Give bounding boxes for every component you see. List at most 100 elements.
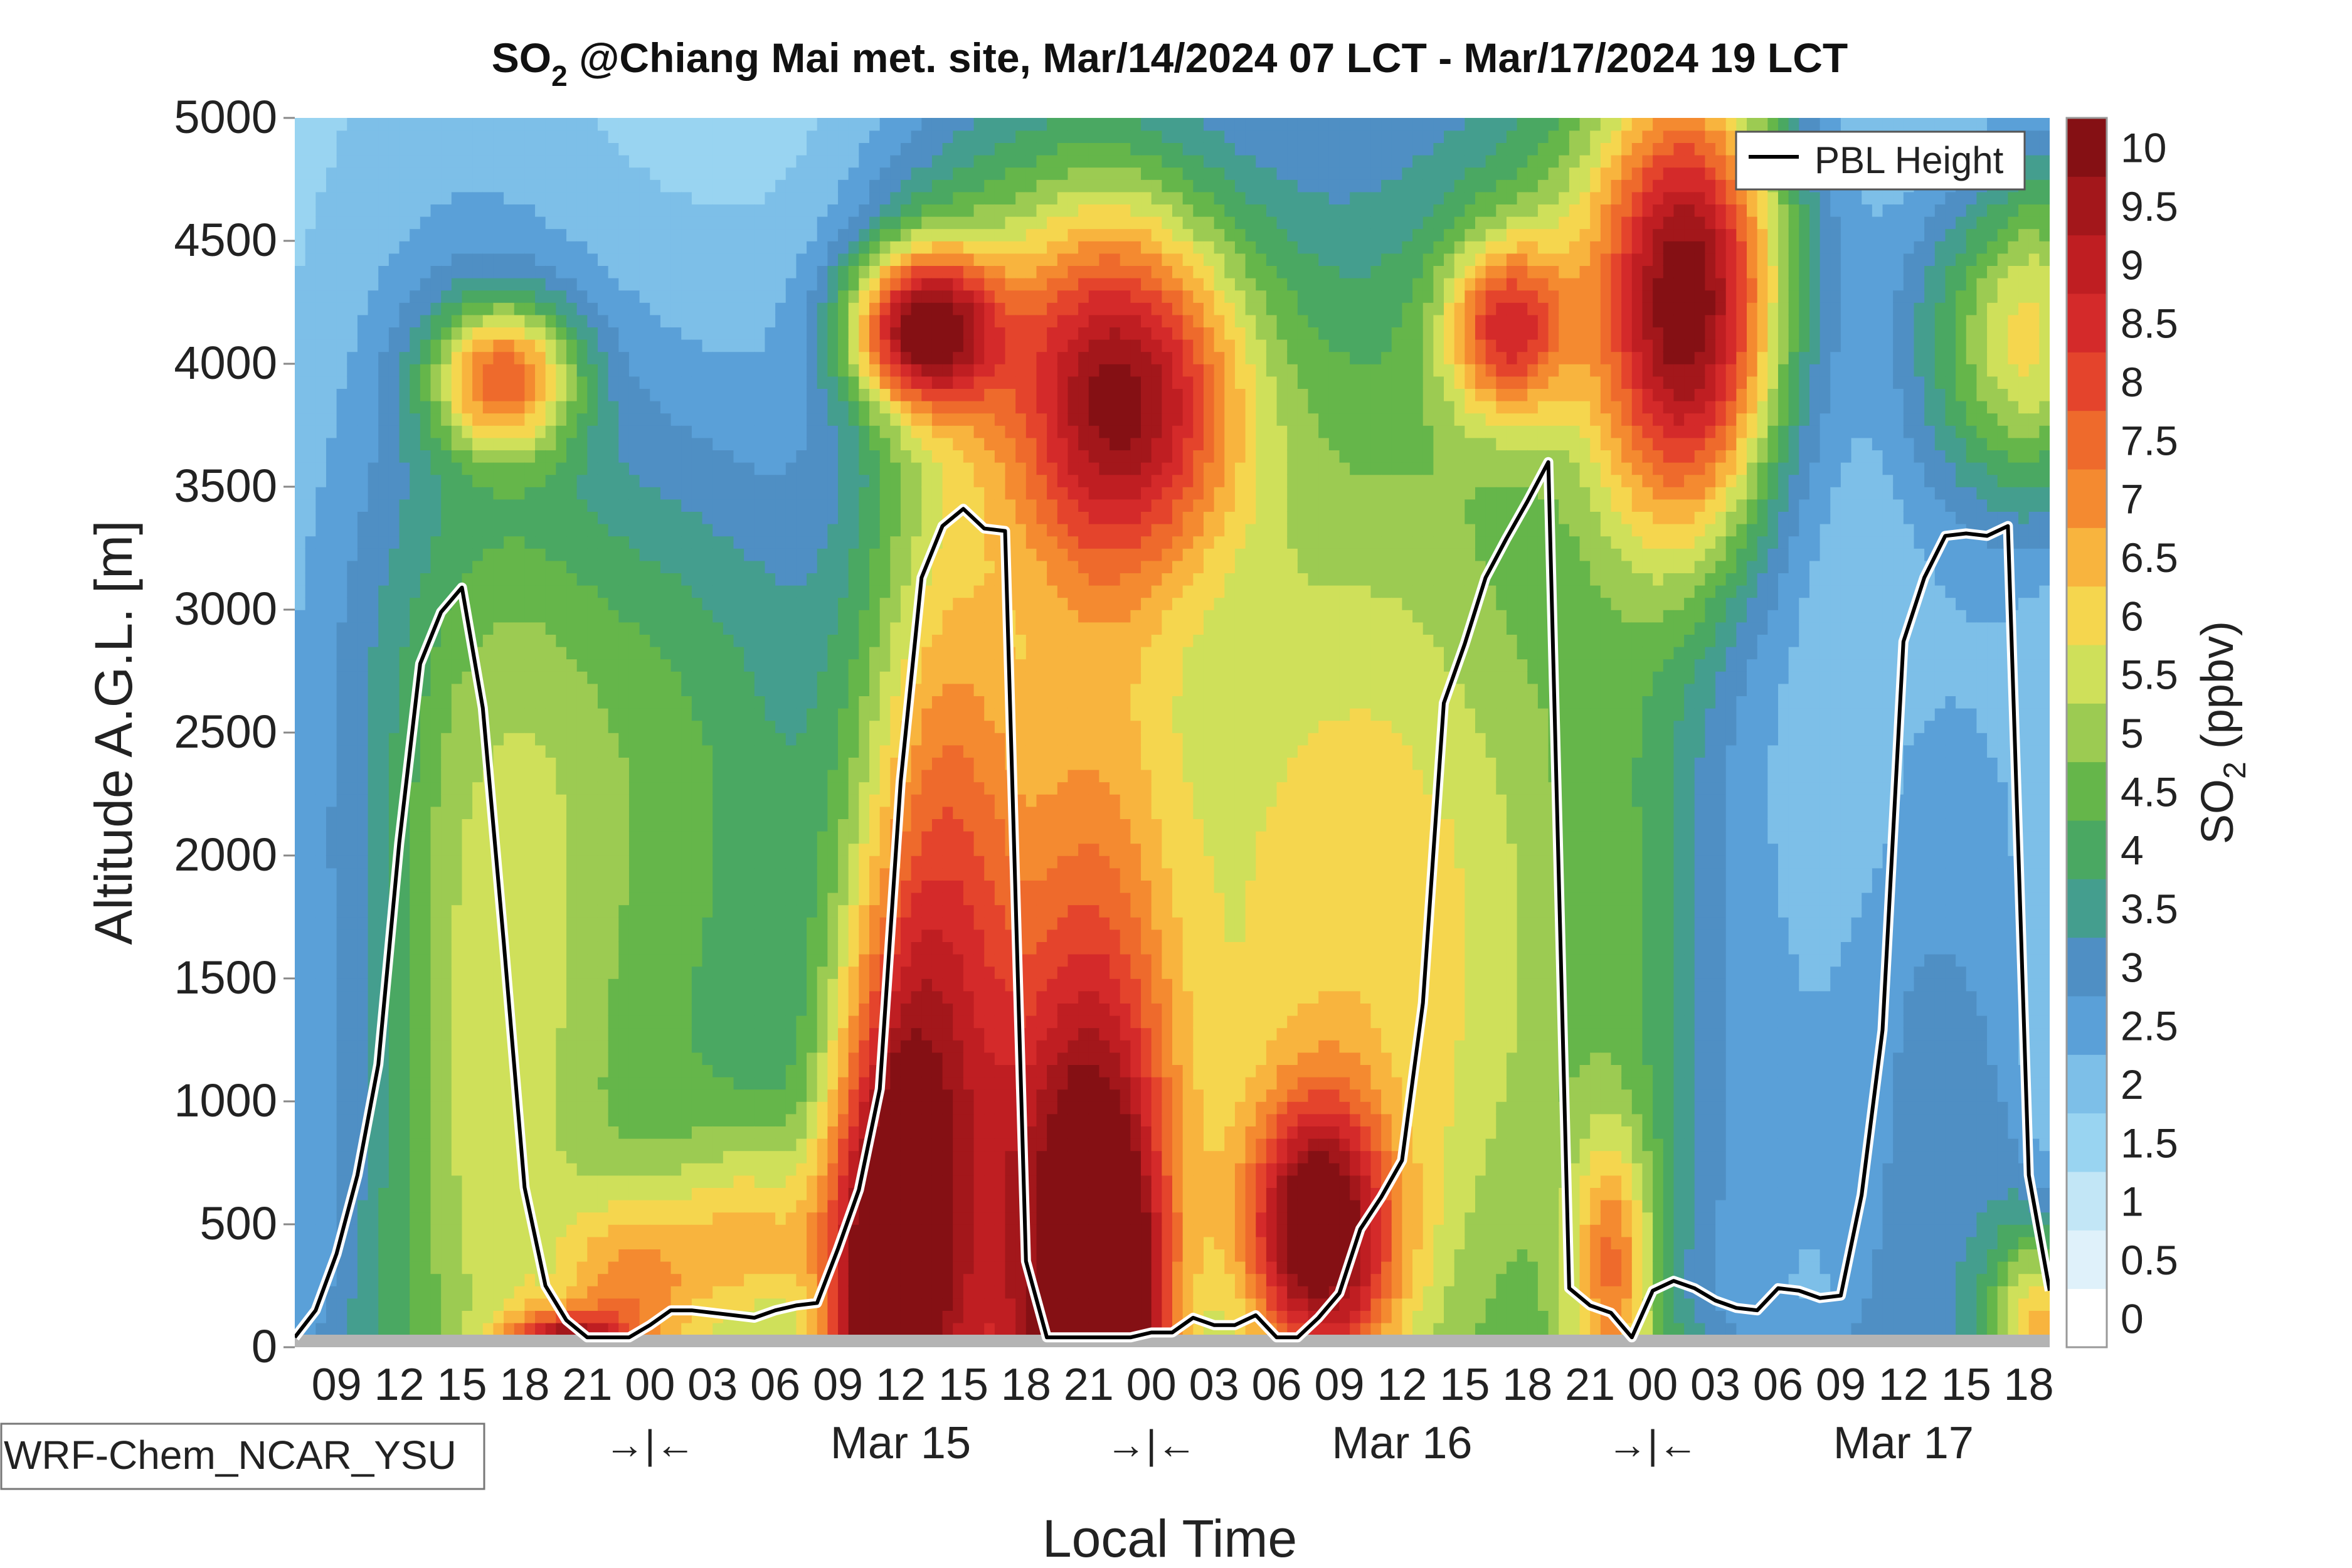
field-cell — [692, 831, 702, 844]
field-cell — [566, 425, 577, 438]
field-cell — [660, 634, 671, 647]
field-cell — [472, 1298, 483, 1311]
field-cell — [796, 192, 807, 204]
field-cell — [378, 647, 389, 659]
field-cell — [462, 1273, 472, 1286]
field-cell — [723, 1273, 734, 1286]
field-cell — [566, 1298, 577, 1311]
field-cell — [723, 388, 734, 401]
field-cell — [462, 1224, 472, 1237]
field-cell — [786, 561, 797, 573]
field-cell — [535, 880, 546, 893]
field-cell — [786, 1200, 797, 1212]
field-cell — [681, 302, 692, 315]
field-cell — [587, 1261, 598, 1274]
field-cell — [755, 781, 765, 794]
field-cell — [671, 1200, 682, 1212]
field-cell — [546, 474, 556, 487]
field-cell — [775, 843, 786, 856]
field-cell — [618, 1064, 629, 1077]
field-cell — [650, 228, 660, 241]
field-cell — [400, 708, 410, 721]
field-cell — [744, 204, 755, 216]
field-cell — [358, 511, 368, 524]
field-cell — [524, 167, 535, 179]
field-cell — [410, 216, 420, 229]
field-cell — [535, 499, 546, 512]
field-cell — [618, 450, 629, 462]
field-cell — [755, 610, 765, 622]
field-cell — [535, 1089, 546, 1101]
field-cell — [796, 684, 807, 696]
field-cell — [524, 413, 535, 425]
field-cell — [400, 634, 410, 647]
field-cell — [744, 1237, 755, 1249]
field-cell — [577, 904, 588, 917]
field-cell — [535, 351, 546, 364]
field-cell — [566, 130, 577, 143]
field-cell — [400, 954, 410, 967]
field-cell — [347, 659, 358, 671]
field-cell — [598, 597, 608, 610]
field-cell — [347, 265, 358, 278]
field-cell — [598, 192, 608, 204]
field-cell — [775, 339, 786, 352]
field-cell — [326, 192, 337, 204]
field-cell — [524, 647, 535, 659]
field-cell — [358, 524, 368, 536]
field-cell — [431, 991, 442, 1004]
field-cell — [734, 302, 744, 315]
field-cell — [493, 1212, 504, 1224]
field-cell — [702, 1027, 713, 1040]
field-cell — [546, 1163, 556, 1175]
field-cell — [504, 684, 514, 696]
field-cell — [598, 1261, 608, 1274]
field-cell — [734, 327, 744, 339]
field-cell — [608, 610, 619, 622]
field-cell — [608, 794, 619, 807]
field-cell — [681, 880, 692, 893]
field-cell — [598, 1101, 608, 1114]
field-cell — [535, 511, 546, 524]
field-cell — [410, 511, 420, 524]
field-cell — [389, 364, 400, 376]
field-cell — [608, 770, 619, 782]
field-cell — [734, 1237, 744, 1249]
field-cell — [692, 671, 702, 684]
field-cell — [734, 757, 744, 770]
field-cell — [734, 1089, 744, 1101]
field-cell — [671, 511, 682, 524]
field-cell — [723, 216, 734, 229]
field-cell — [755, 1101, 765, 1114]
field-cell — [692, 1163, 702, 1175]
field-cell — [452, 1101, 462, 1114]
field-cell — [472, 1187, 483, 1200]
field-cell — [566, 450, 577, 462]
field-cell — [796, 327, 807, 339]
field-cell — [358, 1249, 368, 1261]
field-cell — [410, 1040, 420, 1052]
field-cell — [441, 893, 452, 905]
field-cell — [587, 487, 598, 499]
field-cell — [546, 880, 556, 893]
field-cell — [755, 302, 765, 315]
field-cell — [546, 278, 556, 290]
field-cell — [796, 388, 807, 401]
field-cell — [681, 1040, 692, 1052]
field-cell — [660, 253, 671, 266]
field-cell — [629, 1298, 640, 1311]
field-cell — [618, 1126, 629, 1138]
field-cell — [755, 733, 765, 745]
field-cell — [618, 413, 629, 425]
field-cell — [618, 364, 629, 376]
field-cell — [587, 253, 598, 266]
field-cell — [744, 1126, 755, 1138]
field-cell — [681, 1077, 692, 1089]
field-cell — [723, 585, 734, 598]
field-cell — [410, 930, 420, 942]
field-cell — [315, 1163, 326, 1175]
field-cell — [723, 561, 734, 573]
field-cell — [734, 573, 744, 585]
field-cell — [786, 315, 797, 327]
field-cell — [734, 561, 744, 573]
